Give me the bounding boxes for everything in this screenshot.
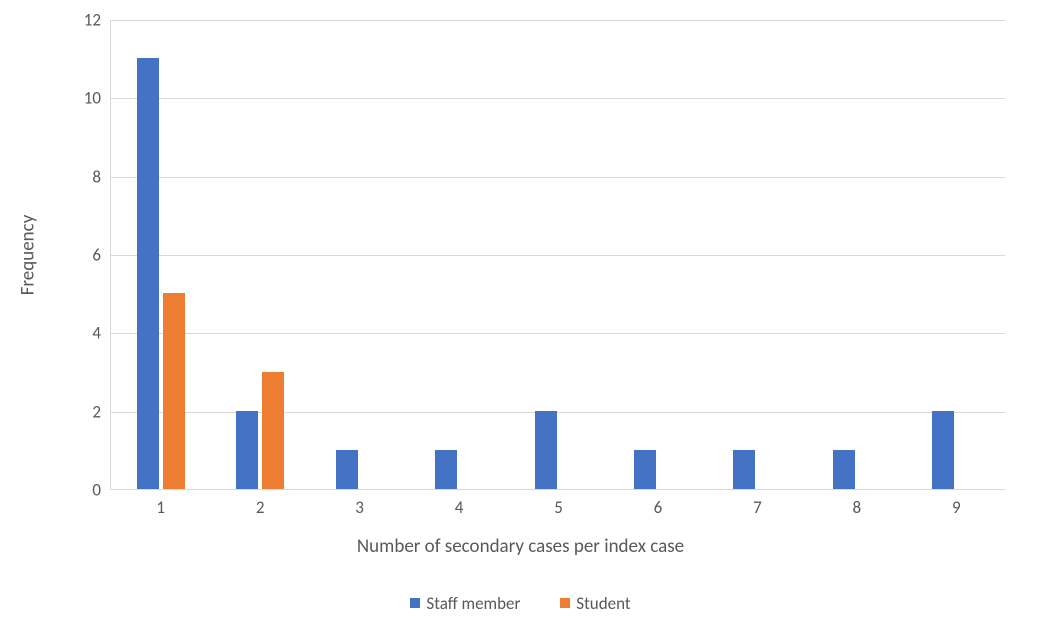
bar-staff-member bbox=[733, 450, 755, 489]
gridline bbox=[111, 98, 1005, 99]
x-tick-label: 9 bbox=[952, 489, 961, 518]
gridline bbox=[111, 255, 1005, 256]
legend-label-student: Student bbox=[576, 593, 630, 614]
bar-staff-member bbox=[336, 450, 358, 489]
x-tick-label: 5 bbox=[554, 489, 563, 518]
legend-item-staff: Staff member bbox=[410, 593, 520, 614]
bar-student bbox=[262, 372, 284, 490]
y-tick-label: 4 bbox=[92, 323, 111, 344]
y-tick-label: 0 bbox=[92, 480, 111, 501]
gridline bbox=[111, 177, 1005, 178]
legend-item-student: Student bbox=[560, 593, 630, 614]
y-tick-label: 10 bbox=[84, 88, 111, 109]
bar-staff-member bbox=[833, 450, 855, 489]
y-tick-label: 12 bbox=[84, 10, 111, 31]
y-tick-label: 2 bbox=[92, 401, 111, 422]
y-axis-title: Frequency bbox=[17, 215, 40, 296]
bar-staff-member bbox=[435, 450, 457, 489]
x-tick-label: 4 bbox=[455, 489, 464, 518]
legend: Staff member Student bbox=[0, 592, 1041, 614]
x-tick-label: 8 bbox=[853, 489, 862, 518]
y-tick-label: 8 bbox=[92, 166, 111, 187]
chart-container: Frequency 024681012123456789 Number of s… bbox=[0, 0, 1041, 627]
bar-staff-member bbox=[236, 411, 258, 489]
x-axis-title: Number of secondary cases per index case bbox=[0, 535, 1041, 558]
gridline bbox=[111, 20, 1005, 21]
bar-staff-member bbox=[137, 58, 159, 489]
bar-staff-member bbox=[535, 411, 557, 489]
gridline bbox=[111, 333, 1005, 334]
x-tick-label: 1 bbox=[156, 489, 165, 518]
legend-swatch-student bbox=[560, 598, 570, 608]
x-tick-label: 2 bbox=[256, 489, 265, 518]
bar-staff-member bbox=[634, 450, 656, 489]
y-tick-label: 6 bbox=[92, 245, 111, 266]
x-tick-label: 7 bbox=[753, 489, 762, 518]
legend-label-staff: Staff member bbox=[426, 593, 520, 614]
bar-staff-member bbox=[932, 411, 954, 489]
bar-student bbox=[163, 293, 185, 489]
x-tick-label: 6 bbox=[654, 489, 663, 518]
plot-area: 024681012123456789 bbox=[110, 20, 1005, 490]
legend-swatch-staff bbox=[410, 598, 420, 608]
x-tick-label: 3 bbox=[355, 489, 364, 518]
